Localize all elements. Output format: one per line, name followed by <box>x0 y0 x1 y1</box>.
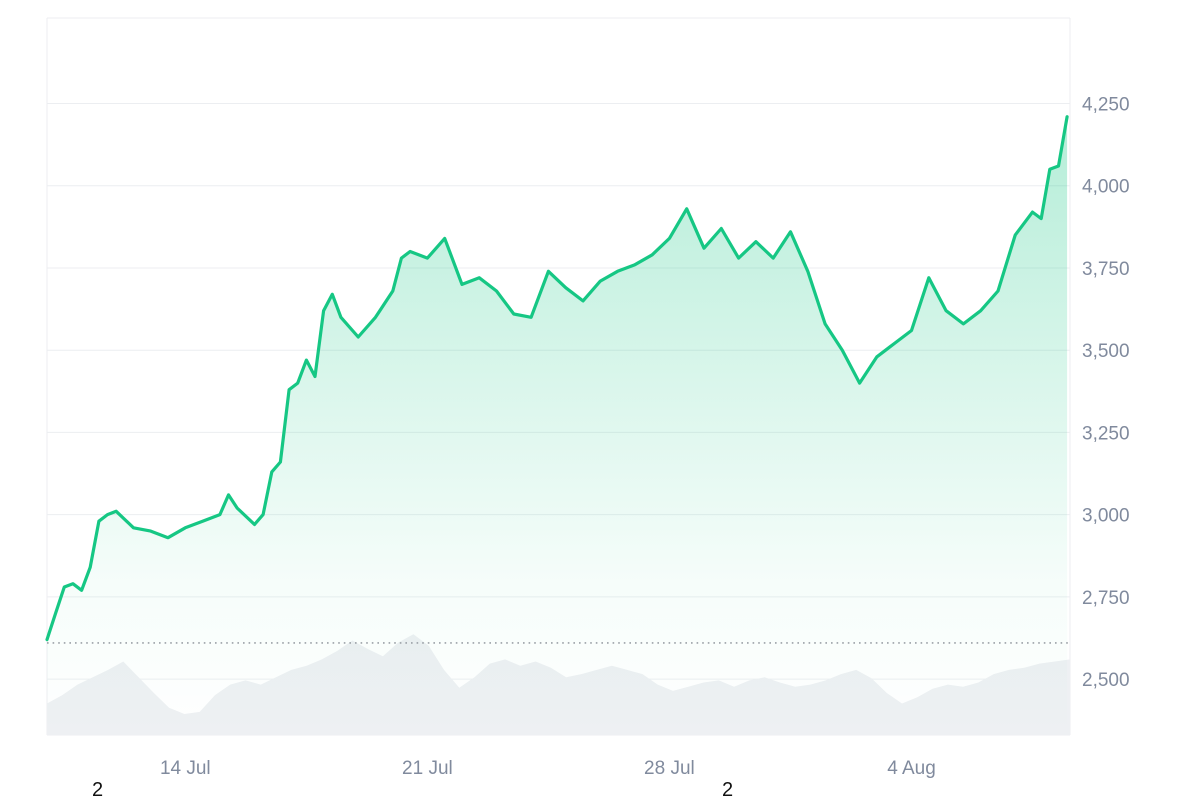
x-tick-label: 14 Jul <box>160 758 211 779</box>
stray-label: 2 <box>92 779 103 802</box>
x-axis-ticks: 14 Jul 21 Jul 28 Jul 4 Aug <box>160 758 936 779</box>
x-tick-label: 4 Aug <box>887 758 936 779</box>
y-tick-label: 2,500 <box>1082 670 1130 691</box>
y-tick-label: 2,750 <box>1082 588 1130 609</box>
y-tick-label: 3,250 <box>1082 423 1130 444</box>
y-axis-ticks: 2,500 2,750 3,000 3,250 3,500 3,750 4,000 4,250 <box>1082 95 1130 692</box>
x-tick-label: 28 Jul <box>644 758 695 779</box>
y-tick-label: 3,750 <box>1082 259 1130 280</box>
y-tick-label: 3,500 <box>1082 341 1130 362</box>
stray-label: 2 <box>722 779 733 802</box>
y-tick-label: 4,250 <box>1082 95 1130 116</box>
y-tick-label: 3,000 <box>1082 506 1130 527</box>
x-tick-label: 21 Jul <box>402 758 453 779</box>
y-tick-label: 4,000 <box>1082 177 1130 198</box>
